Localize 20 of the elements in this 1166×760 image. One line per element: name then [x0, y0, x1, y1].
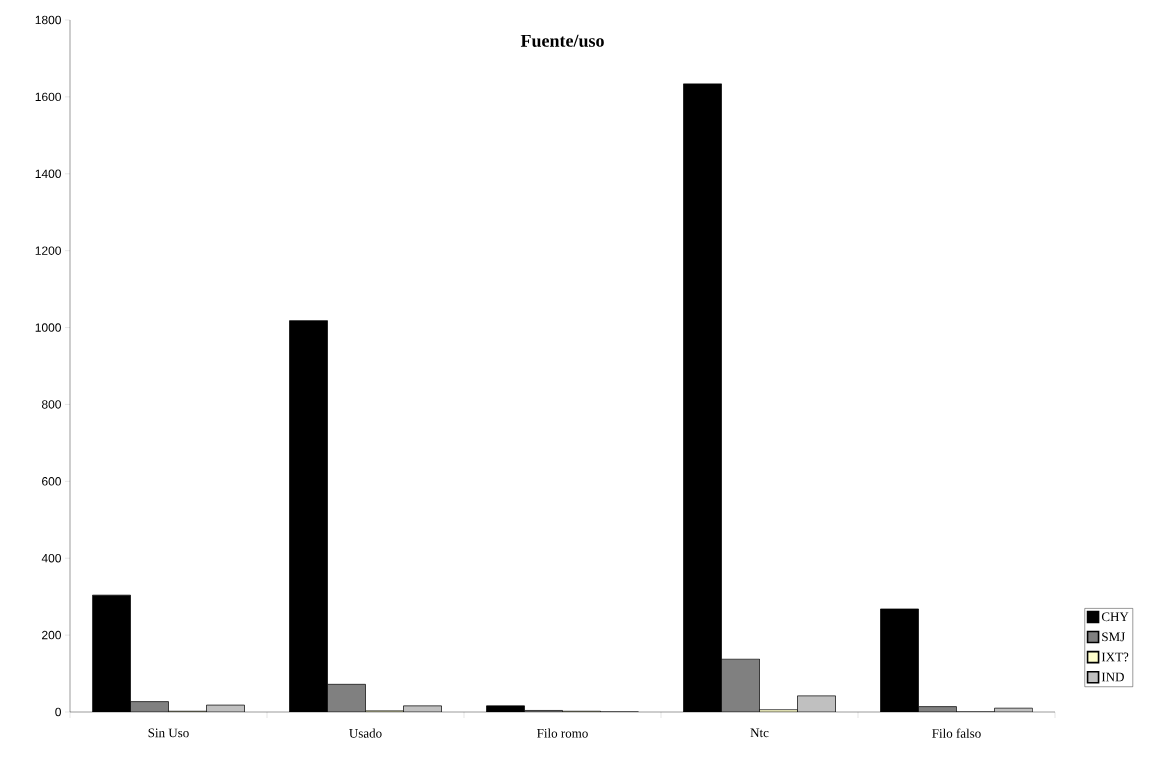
x-tick-label: Sin Uso — [148, 728, 189, 738]
x-tick-label: Ntc — [750, 728, 769, 738]
y-tick-label: 1600 — [35, 92, 61, 102]
x-tick-label: Usado — [349, 728, 382, 738]
y-tick-label: 400 — [41, 553, 61, 563]
y-tick-label: 1000 — [35, 323, 61, 332]
legend-label: IXT? — [1101, 652, 1129, 662]
y-tick-label: 1400 — [35, 169, 61, 179]
legend-label: IND — [1101, 672, 1124, 682]
y-tick-label: 200 — [42, 630, 61, 640]
y-tick-label: 0 — [55, 707, 61, 717]
y-tick-label: 800 — [41, 400, 61, 409]
text: Fuente/uso — [520, 34, 604, 47]
y-tick-label: 1200 — [35, 246, 61, 255]
legend-label: SMJ — [1102, 632, 1125, 642]
y-tick-label: 1800 — [35, 15, 61, 25]
x-tick-label: Filo falso — [932, 728, 981, 738]
legend-label: CHY — [1101, 612, 1129, 622]
y-tick-label: 600 — [42, 477, 61, 486]
x-tick-label: Filo romo — [537, 728, 588, 738]
